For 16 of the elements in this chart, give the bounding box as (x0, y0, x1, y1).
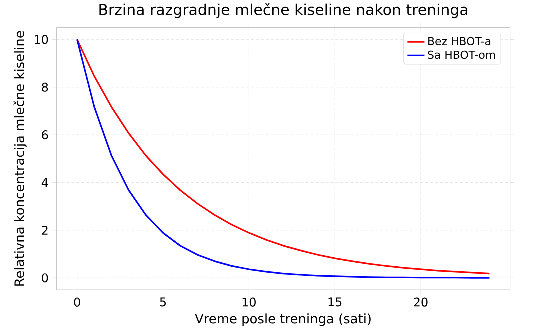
y-tick-label: 0 (42, 274, 48, 283)
x-tick-label: 5 (160, 298, 166, 307)
y-axis-title: Relativna koncentracija mlečne kiseline (14, 31, 27, 286)
x-tick-label: 0 (74, 298, 80, 307)
y-tick-label: 8 (42, 82, 48, 92)
legend-label: Sa HBOT-om (428, 50, 496, 60)
y-tick-label: 6 (42, 130, 48, 140)
x-tick-label: 15 (328, 298, 342, 307)
x-tick-label: 10 (242, 298, 256, 307)
y-tick-label: 2 (42, 226, 48, 235)
y-tick-label: 10 (35, 35, 48, 44)
y-tick-label: 4 (42, 178, 48, 188)
legend-label: Bez HBOT-a (428, 37, 491, 46)
x-axis-title: Vreme posle treninga (sati) (195, 314, 371, 326)
x-tick-label: 20 (414, 298, 428, 307)
chart-title: Brzina razgradnje mlečne kiseline nakon treninga (100, 3, 468, 18)
